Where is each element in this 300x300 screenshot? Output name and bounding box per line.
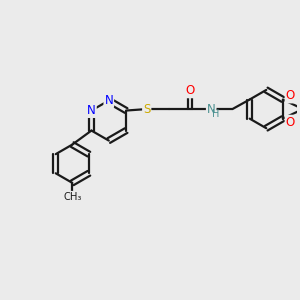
Text: O: O xyxy=(286,116,295,129)
Text: N: N xyxy=(87,104,96,117)
Text: O: O xyxy=(185,84,195,97)
Text: N: N xyxy=(207,103,216,116)
Text: CH₃: CH₃ xyxy=(63,192,82,202)
Text: O: O xyxy=(286,89,295,103)
Text: H: H xyxy=(212,110,220,119)
Text: N: N xyxy=(104,94,113,107)
Text: S: S xyxy=(143,103,150,116)
